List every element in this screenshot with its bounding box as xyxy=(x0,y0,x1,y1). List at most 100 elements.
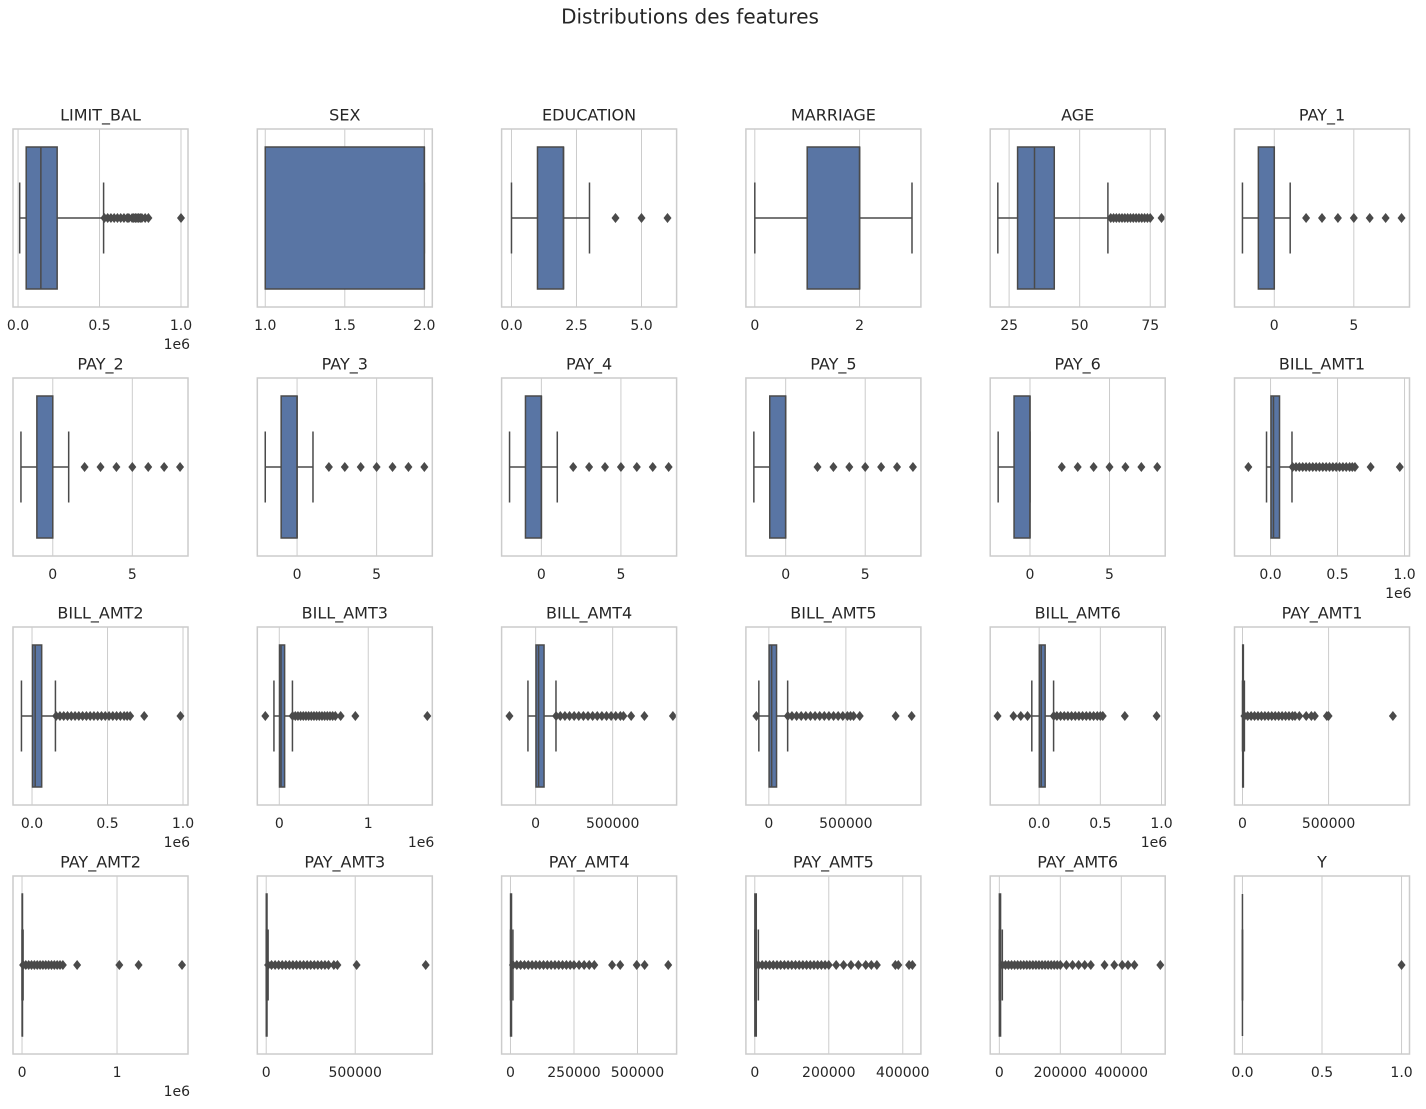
offset-label: 1e6 xyxy=(1385,586,1412,602)
box xyxy=(535,644,545,788)
flier xyxy=(112,462,121,472)
axes-frame xyxy=(989,875,1166,1055)
subplot-title: MARRIAGE xyxy=(791,106,876,125)
x-tick-label: 0.0 xyxy=(21,816,43,832)
flier xyxy=(1110,960,1119,970)
axes-frame xyxy=(256,377,434,557)
x-tick-label: 0 xyxy=(506,1065,515,1081)
x-tick-label: 0 xyxy=(48,567,57,583)
flier xyxy=(1074,960,1083,970)
subplot-title: PAY_AMT6 xyxy=(1037,853,1118,873)
x-tick-label: 2 xyxy=(855,318,864,334)
flier xyxy=(838,711,847,721)
offset-label: 1e6 xyxy=(1141,835,1168,851)
flier xyxy=(824,960,833,970)
axes-frame xyxy=(989,128,1166,308)
flier xyxy=(668,711,677,721)
flier xyxy=(1089,462,1098,472)
box xyxy=(264,146,426,290)
flier xyxy=(404,462,413,472)
box xyxy=(1270,395,1281,539)
x-tick-label: 5 xyxy=(1105,567,1114,583)
flier xyxy=(663,213,672,223)
subplot-title: SEX xyxy=(329,106,360,125)
flier xyxy=(616,462,625,472)
flier xyxy=(608,960,617,970)
flier xyxy=(855,711,864,721)
flier xyxy=(1124,960,1133,970)
flier xyxy=(1295,711,1304,721)
flier xyxy=(356,462,365,472)
flier xyxy=(176,711,185,721)
x-tick-label: 0.5 xyxy=(1311,1065,1333,1081)
flier xyxy=(813,462,822,472)
flier xyxy=(787,711,796,721)
x-tick-label: 1.0 xyxy=(1150,816,1172,832)
flier xyxy=(160,462,169,472)
whisker-high xyxy=(563,182,591,254)
x-tick-label: 0.5 xyxy=(96,816,118,832)
flier xyxy=(333,960,342,970)
axes-frame xyxy=(745,377,922,557)
subplot-title: PAY_2 xyxy=(77,355,123,375)
whisker-low xyxy=(527,680,536,752)
flier xyxy=(1098,711,1107,721)
flier xyxy=(128,462,137,472)
flier xyxy=(1062,960,1071,970)
axes-frame xyxy=(256,128,434,308)
box xyxy=(806,146,861,290)
flier xyxy=(806,711,815,721)
axes-frame xyxy=(500,626,678,806)
flier xyxy=(261,711,270,721)
flier xyxy=(601,462,610,472)
whisker-low xyxy=(754,182,808,254)
flier xyxy=(1366,462,1375,472)
x-tick-label: 500000 xyxy=(611,1065,664,1081)
box xyxy=(536,146,565,290)
flier xyxy=(611,213,620,223)
x-tick-label: 5 xyxy=(128,567,137,583)
flier xyxy=(861,462,870,472)
flier xyxy=(907,711,916,721)
box xyxy=(280,395,298,539)
flier xyxy=(815,711,824,721)
box xyxy=(1038,644,1046,788)
flier xyxy=(872,960,881,970)
flier xyxy=(420,462,429,472)
x-tick-label: 0 xyxy=(750,1065,759,1081)
axes-frame xyxy=(1233,626,1411,806)
axes-frame xyxy=(500,875,678,1055)
offset-label: 1e6 xyxy=(164,1084,191,1100)
flier xyxy=(893,462,902,472)
flier xyxy=(1244,462,1253,472)
whisker-high xyxy=(1054,182,1109,254)
flier xyxy=(619,711,628,721)
flier xyxy=(126,711,135,721)
whisker-low xyxy=(1241,182,1259,254)
x-tick-label: 500000 xyxy=(586,816,639,832)
flier xyxy=(908,960,917,970)
box xyxy=(1257,146,1276,290)
whisker-low xyxy=(1265,431,1272,503)
x-tick-label: 0 xyxy=(781,567,790,583)
x-tick-label: 0.5 xyxy=(1326,567,1348,583)
flier xyxy=(597,711,606,721)
flier xyxy=(134,960,143,970)
flier xyxy=(1318,213,1326,223)
x-tick-label: 25 xyxy=(1000,318,1018,334)
flier xyxy=(584,711,593,721)
flier xyxy=(96,462,105,472)
flier xyxy=(664,960,673,970)
flier xyxy=(1023,711,1032,721)
flier xyxy=(73,960,82,970)
box xyxy=(769,395,787,539)
flier xyxy=(569,960,578,970)
flier xyxy=(1130,960,1139,970)
subplot-title: BILL_AMT3 xyxy=(302,604,388,624)
flier xyxy=(801,711,810,721)
x-tick-label: 0 xyxy=(1270,318,1279,334)
flier xyxy=(783,711,792,721)
flier xyxy=(570,711,579,721)
whisker-low xyxy=(997,182,1018,254)
axes-frame xyxy=(256,875,434,1055)
